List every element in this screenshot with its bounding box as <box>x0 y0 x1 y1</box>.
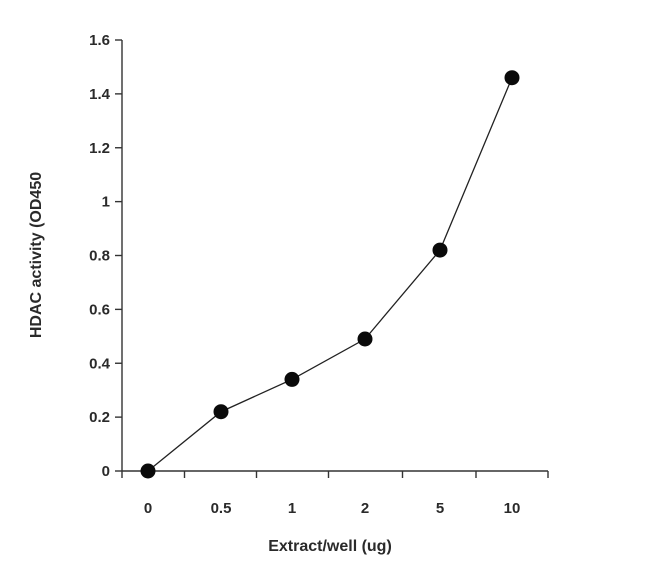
y-tick-label: 1.2 <box>89 140 110 157</box>
data-point <box>284 371 300 387</box>
y-tick-label: 1 <box>102 194 110 211</box>
y-axis: 0 0.2 0.4 0.6 0.8 1 1.2 1.4 1.6 <box>89 32 123 480</box>
x-tick-label: 5 <box>436 500 444 517</box>
data-point <box>432 242 448 258</box>
y-tick-label: 0 <box>102 463 110 480</box>
x-tick-label: 2 <box>361 500 369 517</box>
x-tick-label: 0 <box>144 500 152 517</box>
series-line <box>147 77 513 472</box>
x-axis-title: Extract/well (ug) <box>268 538 392 555</box>
y-tick-label: 1.4 <box>89 86 111 103</box>
data-point <box>140 463 156 479</box>
y-tick-label: 0.4 <box>89 355 111 372</box>
y-tick-label: 0.2 <box>89 409 110 426</box>
x-tick-label: 0.5 <box>211 500 232 517</box>
series <box>140 70 520 479</box>
x-axis: 0 0.5 1 2 5 10 <box>121 470 549 517</box>
data-point <box>213 404 229 420</box>
y-tick-label: 0.8 <box>89 248 110 265</box>
y-tick-label: 0.6 <box>89 301 110 318</box>
data-point <box>504 70 520 86</box>
x-tick-label: 1 <box>288 500 296 517</box>
data-point <box>357 331 373 347</box>
y-tick-label: 1.6 <box>89 32 110 49</box>
y-axis-title: HDAC activity (OD450 <box>28 172 45 338</box>
x-tick-label: 10 <box>504 500 521 517</box>
